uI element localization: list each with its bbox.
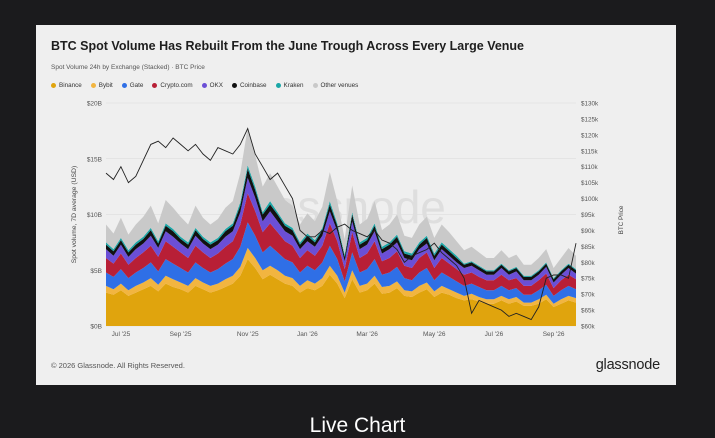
legend-swatch <box>201 83 207 88</box>
legend-item-kraken[interactable]: Kraken <box>275 82 304 89</box>
legend-label: Other venues <box>320 82 359 89</box>
brand-logo: glassnode <box>595 357 661 373</box>
chart-legend: Binance Bybit Gate Crypto.com OKX Coinbase Kra… <box>51 82 358 89</box>
legend-swatch <box>121 83 127 88</box>
live-chart-label[interactable]: Live Chart <box>309 414 406 437</box>
chart-title: BTC Spot Volume Has Rebuilt From the Jun… <box>51 39 525 53</box>
y2-tick-label: $80k <box>581 260 596 267</box>
legend-swatch <box>90 83 96 88</box>
legend-swatch <box>275 83 281 88</box>
x-tick-label: Sep '25 <box>170 331 192 338</box>
y2-tick-label: $90k <box>581 228 596 235</box>
x-tick-label: Mar '26 <box>356 331 378 338</box>
y2-tick-label: $115k <box>581 148 599 155</box>
chart-plot: glassnode$0B$5B$10B$15B$20B $130k$125k$12… <box>71 101 625 339</box>
legend-item-coinbase[interactable]: Coinbase <box>231 82 267 89</box>
legend-label: Crypto.com <box>160 82 193 89</box>
legend-item-other-venues[interactable]: Other venues <box>312 82 359 89</box>
x-tick-label: Jul '25 <box>112 331 131 338</box>
y2-tick-label: $125k <box>581 116 599 123</box>
chart-card: BTC Spot Volume Has Rebuilt From the Jun… <box>36 25 676 385</box>
y2-tick-label: $130k <box>581 101 599 108</box>
y2-tick-label: $75k <box>581 276 596 283</box>
legend-swatch <box>312 83 318 88</box>
legend-item-okx[interactable]: OKX <box>201 82 223 89</box>
x-tick-label: Nov '25 <box>237 331 259 338</box>
legend-item-binance[interactable]: Binance <box>51 82 82 89</box>
y-tick-label: $0B <box>90 324 102 331</box>
area-series-binance <box>106 259 576 326</box>
legend-swatch <box>51 83 56 88</box>
y2-tick-label: $70k <box>581 292 596 299</box>
legend-label: OKX <box>209 82 223 89</box>
y2-tick-label: $105k <box>581 180 599 187</box>
y2-tick-label: $85k <box>581 244 596 251</box>
y2-tick-label: $65k <box>581 308 596 315</box>
y-tick-label: $10B <box>87 212 102 219</box>
legend-swatch <box>152 83 158 88</box>
y-tick-label: $20B <box>87 101 102 108</box>
y2-tick-label: $95k <box>581 212 596 219</box>
legend-label: Binance <box>59 82 82 89</box>
x-tick-label: May '26 <box>423 331 446 338</box>
legend-label: Bybit <box>98 82 113 89</box>
legend-label: Coinbase <box>239 82 267 89</box>
y-tick-label: $5B <box>90 268 102 275</box>
y2-tick-label: $120k <box>581 132 599 139</box>
y2-axis-label: BTC Price <box>618 205 625 234</box>
area-series-gate <box>106 222 576 304</box>
legend-item-gate[interactable]: Gate <box>121 82 144 89</box>
legend-label: Kraken <box>283 82 304 89</box>
y2-tick-label: $60k <box>581 324 596 331</box>
y2-tick-label: $110k <box>581 164 599 171</box>
y-axis-label: Spot volume, 7D average (USD) <box>71 166 78 263</box>
btc-price-line <box>105 127 577 321</box>
footer-copyright: © 2026 Glassnode. All Rights Reserved. <box>51 361 185 370</box>
legend-item-crypto-com[interactable]: Crypto.com <box>152 82 193 89</box>
legend-label: Gate <box>129 82 144 89</box>
legend-item-bybit[interactable]: Bybit <box>90 82 113 89</box>
x-tick-label: Jan '26 <box>297 331 318 338</box>
x-tick-label: Jul '26 <box>485 331 504 338</box>
y-tick-label: $15B <box>87 156 102 163</box>
legend-swatch <box>231 83 237 88</box>
x-tick-label: Sep '26 <box>543 331 565 338</box>
chart-subtitle: Spot Volume 24h by Exchange (Stacked) · … <box>51 64 205 71</box>
y2-tick-label: $100k <box>581 196 599 203</box>
